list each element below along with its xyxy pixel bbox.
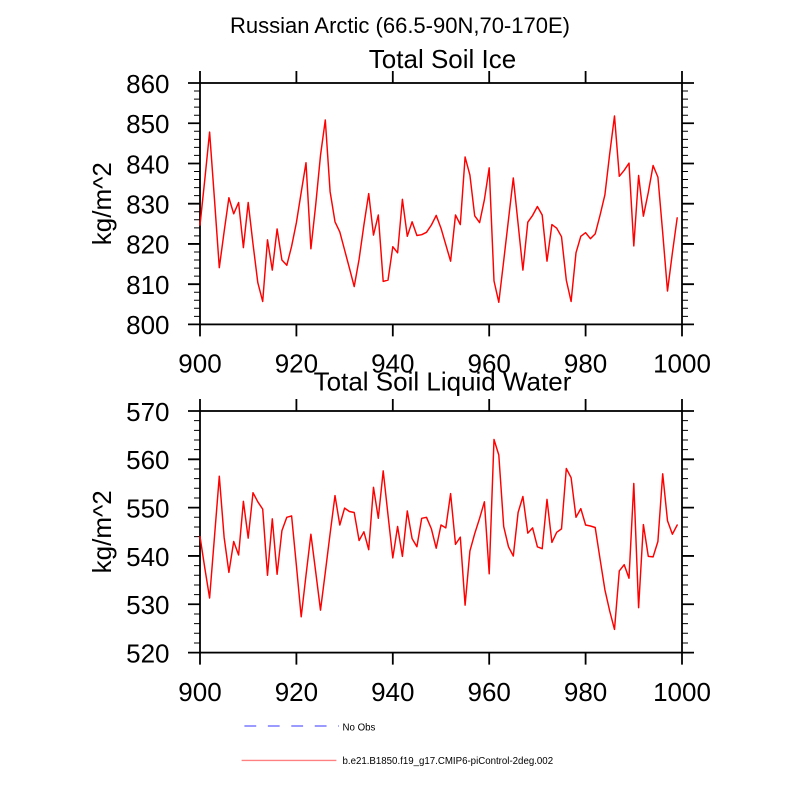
svg-text:920: 920 [275, 677, 318, 707]
svg-text:1000: 1000 [653, 677, 711, 707]
svg-text:960: 960 [468, 677, 511, 707]
svg-text:kg/m^2: kg/m^2 [87, 490, 117, 573]
svg-text:No Obs: No Obs [343, 722, 376, 733]
svg-text:570: 570 [126, 397, 169, 427]
svg-text:900: 900 [178, 349, 221, 379]
svg-text:520: 520 [126, 638, 169, 668]
svg-text:850: 850 [126, 109, 169, 139]
svg-text:940: 940 [371, 677, 414, 707]
svg-text:960: 960 [468, 349, 511, 379]
svg-text:1000: 1000 [653, 349, 711, 379]
svg-text:560: 560 [126, 445, 169, 475]
svg-text:820: 820 [126, 230, 169, 260]
svg-text:810: 810 [126, 270, 169, 300]
svg-text:Total Soil Liquid Water: Total Soil Liquid Water [314, 367, 572, 397]
svg-text:980: 980 [564, 349, 607, 379]
svg-text:540: 540 [126, 542, 169, 572]
svg-text:b.e21.B1850.f19_g17.CMIP6-piCo: b.e21.B1850.f19_g17.CMIP6-piControl-2deg… [343, 756, 554, 767]
svg-text:900: 900 [178, 677, 221, 707]
svg-text:920: 920 [275, 349, 318, 379]
svg-text:860: 860 [126, 69, 169, 99]
svg-text:550: 550 [126, 493, 169, 523]
svg-text:530: 530 [126, 590, 169, 620]
svg-text:800: 800 [126, 310, 169, 340]
svg-text:840: 840 [126, 149, 169, 179]
svg-text:Total Soil Ice: Total Soil Ice [369, 44, 516, 74]
svg-text:940: 940 [371, 349, 414, 379]
svg-text:980: 980 [564, 677, 607, 707]
svg-text:kg/m^2: kg/m^2 [87, 162, 117, 245]
svg-text:830: 830 [126, 190, 169, 220]
svg-text:Russian Arctic (66.5-90N,70-17: Russian Arctic (66.5-90N,70-170E) [230, 13, 570, 38]
